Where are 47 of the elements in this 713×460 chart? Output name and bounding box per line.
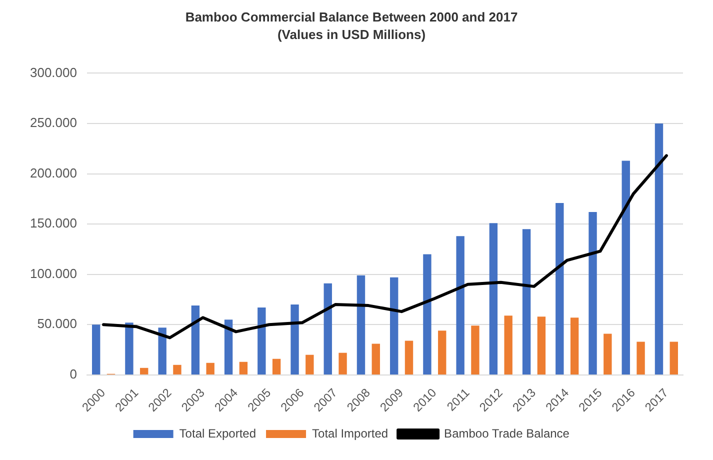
bar: [372, 344, 380, 374]
bar: [654, 123, 664, 374]
bar: [604, 334, 612, 374]
bar: [504, 316, 512, 374]
bar: [239, 362, 248, 374]
bar: [456, 236, 464, 374]
bar: [570, 318, 579, 374]
chart-subtitle: (Values in USD Millions): [277, 26, 426, 42]
bar: [670, 342, 678, 374]
bar: [173, 364, 182, 374]
y-tick-label: 200.000: [30, 165, 77, 180]
bar: [390, 277, 398, 374]
chart-title: Bamboo Commercial Balance Between 2000 and 2017: [185, 9, 518, 24]
bar: [588, 212, 597, 374]
bar: [158, 328, 166, 374]
bar: [206, 362, 214, 374]
y-tick-label: 0: [70, 366, 77, 382]
bar: [258, 308, 266, 374]
bar: [522, 229, 531, 374]
y-tick-label: 250.000: [30, 115, 77, 130]
bar: [92, 324, 100, 374]
bar: [622, 160, 630, 374]
bar: [471, 326, 480, 374]
bar: [125, 322, 134, 374]
y-tick-label: 150.000: [30, 216, 77, 231]
bar: [290, 304, 299, 374]
bar: [306, 354, 314, 374]
bar: [356, 275, 366, 374]
bar: [423, 254, 432, 374]
legend-label: Total Exported: [179, 426, 256, 440]
legend-label: Bamboo Trade Balance: [444, 426, 570, 440]
y-tick-label: 100.000: [30, 266, 77, 281]
bar: [404, 340, 414, 374]
bar: [324, 283, 332, 374]
bar: [338, 352, 347, 374]
bar: [191, 306, 200, 374]
y-tick-label: 50.000: [37, 316, 77, 332]
bar: [489, 223, 498, 374]
y-tick-label: 300.000: [30, 64, 77, 80]
bar: [537, 316, 546, 374]
bar: [224, 320, 233, 374]
legend-label: Total Imported: [312, 426, 388, 440]
bar: [556, 202, 564, 374]
bar: [438, 330, 446, 374]
bar: [140, 368, 148, 374]
bar: [636, 342, 645, 374]
bar: [272, 358, 281, 374]
